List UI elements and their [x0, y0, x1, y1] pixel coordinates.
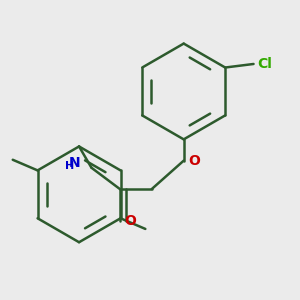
Text: H: H [65, 160, 74, 171]
Text: Cl: Cl [257, 57, 272, 71]
Text: N: N [69, 157, 81, 170]
Text: O: O [188, 154, 200, 168]
Text: O: O [124, 214, 136, 228]
